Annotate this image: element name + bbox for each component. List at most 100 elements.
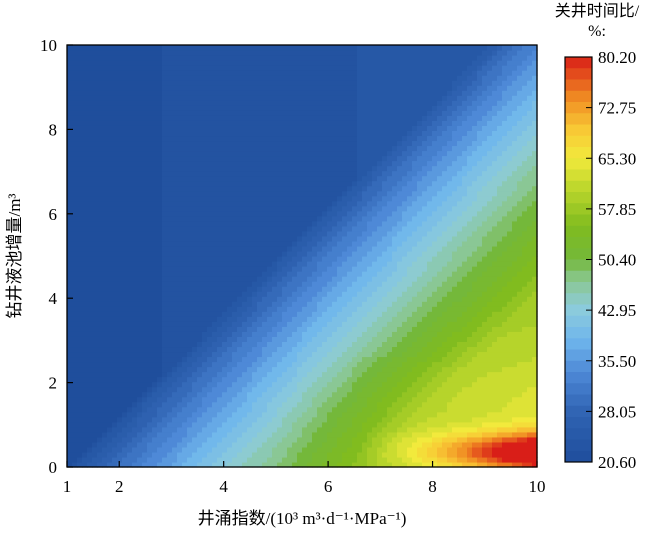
contour-cell xyxy=(122,165,128,172)
contour-cell xyxy=(177,356,183,363)
contour-cell xyxy=(322,326,328,332)
contour-cell xyxy=(172,261,178,267)
contour-cell xyxy=(67,145,73,152)
contour-cell xyxy=(287,180,293,187)
contour-cell xyxy=(182,401,188,408)
contour-cell xyxy=(92,125,98,131)
contour-cell xyxy=(237,276,243,282)
contour-cell xyxy=(197,70,203,76)
contour-cell xyxy=(327,341,333,348)
contour-cell xyxy=(167,105,173,111)
contour-cell xyxy=(312,150,318,157)
contour-cell xyxy=(187,200,193,207)
contour-cell xyxy=(257,230,263,237)
contour-cell xyxy=(337,446,343,453)
contour-cell xyxy=(72,90,78,96)
contour-cell xyxy=(112,331,118,337)
contour-cell xyxy=(247,200,253,207)
contour-cell xyxy=(77,426,83,433)
contour-cell xyxy=(202,90,208,96)
contour-cell xyxy=(272,65,278,71)
contour-cell xyxy=(92,210,98,217)
contour-cell xyxy=(277,220,283,227)
contour-cell xyxy=(252,45,258,51)
contour-cell xyxy=(252,145,258,152)
contour-cell xyxy=(187,135,193,142)
contour-cell xyxy=(222,331,228,337)
contour-cell xyxy=(282,170,288,177)
contour-cell xyxy=(302,366,308,373)
contour-cell xyxy=(252,180,258,187)
contour-cell xyxy=(72,266,78,272)
contour-cell xyxy=(322,85,328,91)
contour-cell xyxy=(232,406,238,413)
contour-cell xyxy=(322,451,328,458)
contour-cell xyxy=(322,341,328,348)
contour-cell xyxy=(217,70,223,76)
contour-cell xyxy=(267,371,273,378)
contour-cell xyxy=(292,185,298,192)
contour-cell xyxy=(102,276,108,282)
contour-cell xyxy=(152,281,158,287)
contour-cell xyxy=(212,220,218,227)
contour-cell xyxy=(142,60,148,66)
contour-cell xyxy=(247,235,253,242)
contour-cell xyxy=(127,175,133,182)
contour-cell xyxy=(127,371,133,378)
contour-cell xyxy=(352,371,358,378)
contour-cell xyxy=(152,125,158,131)
contour-cell xyxy=(157,185,163,192)
contour-cell xyxy=(172,441,178,448)
contour-cell xyxy=(177,316,183,322)
contour-cell xyxy=(337,160,343,167)
contour-cell xyxy=(232,421,238,428)
contour-cell xyxy=(172,301,178,307)
contour-cell xyxy=(122,306,128,312)
contour-cell xyxy=(332,271,338,277)
contour-cell xyxy=(317,341,323,348)
contour-cell xyxy=(72,401,78,408)
contour-cell xyxy=(262,346,268,353)
contour-cell xyxy=(82,90,88,96)
contour-cell xyxy=(332,366,338,373)
contour-cell xyxy=(247,45,253,51)
contour-cell xyxy=(77,245,83,252)
contour-cell xyxy=(127,301,133,307)
contour-cell xyxy=(202,175,208,182)
contour-cell xyxy=(102,140,108,147)
contour-cell xyxy=(237,416,243,423)
contour-cell xyxy=(292,105,298,111)
contour-cell xyxy=(117,291,123,297)
contour-cell xyxy=(207,381,213,388)
contour-cell xyxy=(317,225,323,232)
contour-cell xyxy=(102,65,108,71)
contour-cell xyxy=(127,210,133,217)
contour-cell xyxy=(67,416,73,423)
contour-cell xyxy=(242,55,248,61)
contour-cell xyxy=(157,356,163,363)
contour-cell xyxy=(137,301,143,307)
contour-cell xyxy=(247,60,253,66)
contour-cell xyxy=(137,140,143,147)
contour-cell xyxy=(322,271,328,277)
contour-cell xyxy=(182,240,188,247)
contour-cell xyxy=(202,80,208,86)
contour-cell xyxy=(282,125,288,131)
contour-cell xyxy=(172,276,178,282)
contour-cell xyxy=(107,175,113,182)
contour-cell xyxy=(327,220,333,227)
contour-cell xyxy=(192,271,198,277)
contour-cell xyxy=(67,301,73,307)
contour-cell xyxy=(262,165,268,172)
contour-cell xyxy=(267,271,273,277)
contour-cell xyxy=(97,50,103,56)
contour-cell xyxy=(307,105,313,111)
contour-cell xyxy=(142,381,148,388)
contour-cell xyxy=(137,441,143,448)
contour-cell xyxy=(337,271,343,277)
contour-cell xyxy=(197,245,203,252)
contour-cell xyxy=(282,431,288,438)
contour-cell xyxy=(342,155,348,162)
contour-cell xyxy=(347,50,353,56)
contour-cell xyxy=(207,170,213,177)
